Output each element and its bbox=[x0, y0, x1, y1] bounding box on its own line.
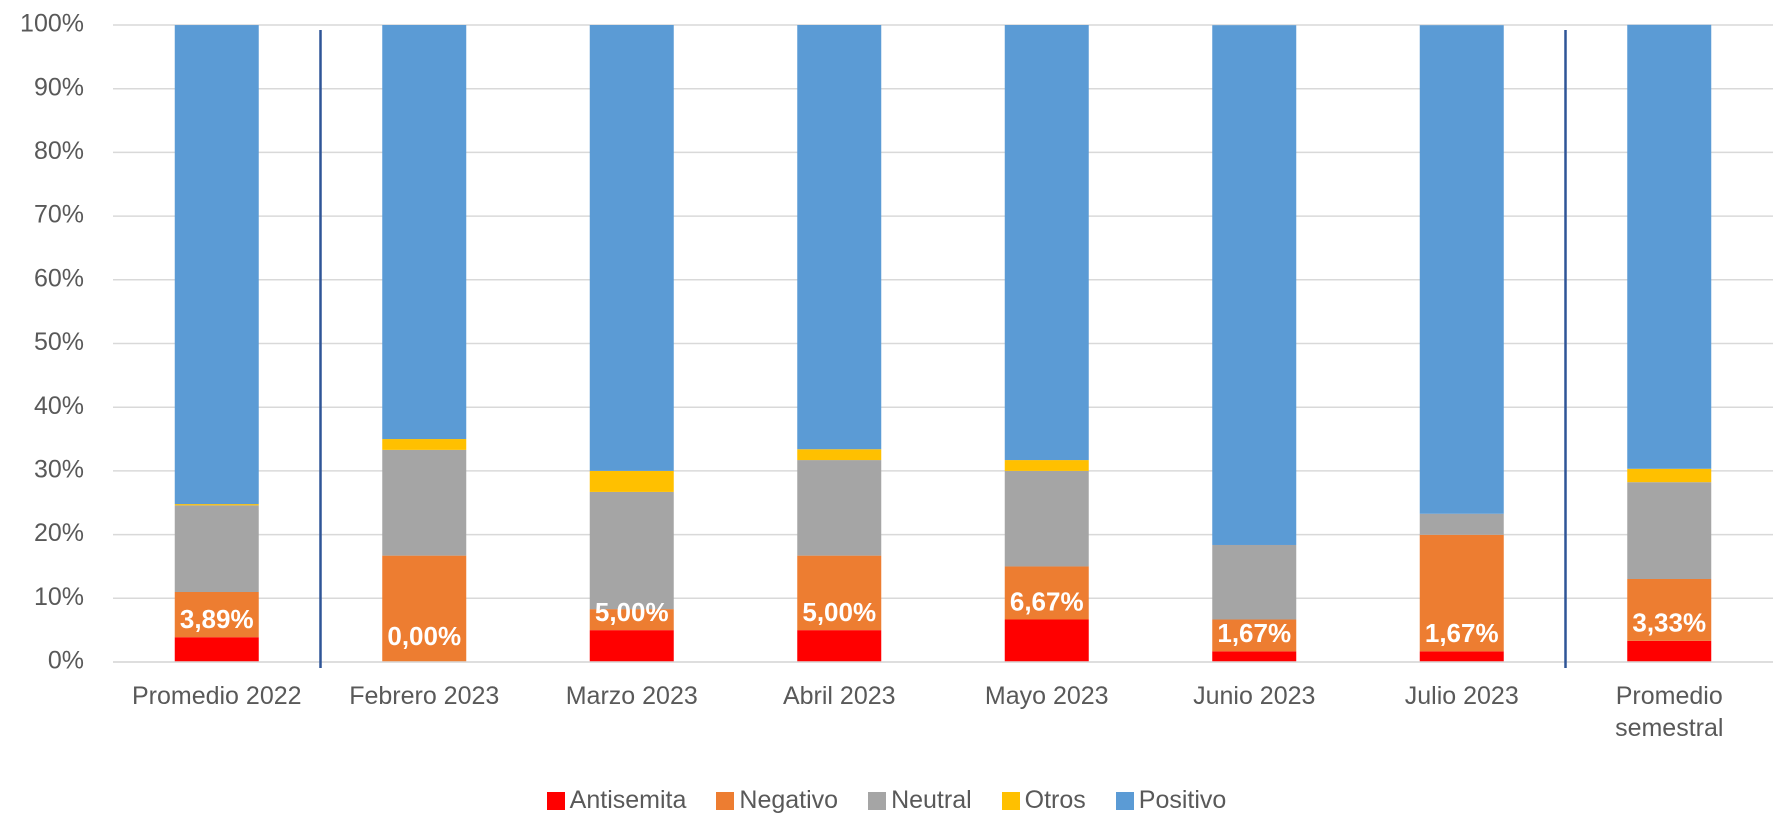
bar-segment bbox=[174, 637, 259, 662]
bar-segment bbox=[1212, 544, 1297, 620]
bar-segment bbox=[174, 591, 259, 638]
legend-item: Negativo bbox=[716, 786, 838, 815]
data-label: 1,67% bbox=[1217, 618, 1291, 648]
bar-segment bbox=[1419, 513, 1504, 535]
data-label: 3,89% bbox=[180, 604, 254, 634]
bar-segment bbox=[1419, 651, 1504, 662]
bar-segment bbox=[797, 555, 882, 631]
bar-segment bbox=[1627, 482, 1712, 579]
bar-segment bbox=[1627, 640, 1712, 662]
bar-segment bbox=[1004, 566, 1089, 620]
legend-item: Positivo bbox=[1115, 786, 1227, 815]
bar-segment bbox=[797, 630, 882, 662]
bar-segment bbox=[589, 470, 674, 492]
data-label: 6,67% bbox=[1010, 586, 1084, 616]
legend: Antisemita Negativo Neutral Otros Positivo bbox=[0, 786, 1773, 815]
y-tick-label: 30% bbox=[34, 456, 84, 484]
y-tick-label: 0% bbox=[48, 647, 84, 675]
x-tick-label: Promedio semestral bbox=[1615, 682, 1724, 742]
bar-segment bbox=[1627, 24, 1712, 469]
legend-swatch bbox=[1115, 791, 1134, 810]
x-tick-label: Abril 2023 bbox=[782, 682, 896, 710]
data-label: 5,00% bbox=[802, 597, 876, 627]
bar-segment bbox=[589, 630, 674, 662]
bar-segment bbox=[797, 460, 882, 556]
legend-swatch bbox=[716, 791, 735, 810]
legend-item: Antisemita bbox=[546, 786, 687, 815]
x-tick-label: Mayo 2023 bbox=[984, 682, 1109, 710]
data-label: 1,67% bbox=[1425, 618, 1499, 648]
y-tick-label: 80% bbox=[34, 137, 84, 165]
bar-segment bbox=[1212, 25, 1297, 545]
legend-label: Neutral bbox=[891, 786, 972, 814]
x-label-box: Abril 2023 bbox=[782, 682, 896, 710]
legend-item: Neutral bbox=[868, 786, 972, 815]
bar-segment bbox=[1004, 25, 1089, 461]
x-label-box: Promedio 2022 bbox=[131, 682, 302, 710]
x-label-box: Julio 2023 bbox=[1404, 682, 1519, 710]
legend-swatch bbox=[868, 791, 887, 810]
y-tick-label: 60% bbox=[34, 264, 84, 292]
y-tick-label: 100% bbox=[20, 10, 84, 38]
x-tick-label: Promedio 2022 bbox=[131, 682, 302, 710]
y-tick-label: 40% bbox=[34, 392, 84, 420]
x-tick-label: Marzo 2023 bbox=[565, 682, 698, 710]
x-tick-label: Febrero 2023 bbox=[349, 682, 500, 710]
legend-item: Otros bbox=[1001, 786, 1086, 815]
bar-segment bbox=[174, 504, 259, 506]
legend-swatch bbox=[546, 791, 565, 810]
bar-segment bbox=[797, 449, 882, 461]
data-label: 5,00% bbox=[595, 597, 669, 627]
data-label: 3,33% bbox=[1632, 608, 1706, 638]
data-label: 0,00% bbox=[387, 621, 461, 651]
legend-swatch bbox=[1001, 791, 1020, 810]
legend-label: Antisemita bbox=[569, 786, 687, 814]
x-label-box: Junio 2023 bbox=[1193, 682, 1316, 710]
bar-segment bbox=[1004, 460, 1089, 471]
bar-segment bbox=[1419, 534, 1504, 652]
bar-segment bbox=[1627, 468, 1712, 483]
bar-segment bbox=[1212, 651, 1297, 662]
y-tick-label: 90% bbox=[34, 73, 84, 101]
legend-label: Otros bbox=[1024, 786, 1086, 814]
y-tick-label: 20% bbox=[34, 519, 84, 547]
x-label-box: Febrero 2023 bbox=[349, 682, 500, 710]
x-label-box: Marzo 2023 bbox=[565, 682, 698, 710]
bar-segment bbox=[1627, 578, 1712, 641]
x-label-box: Mayo 2023 bbox=[984, 682, 1109, 710]
bar-segment bbox=[1419, 25, 1504, 514]
y-tick-label: 70% bbox=[34, 201, 84, 229]
bar-segment bbox=[589, 609, 674, 631]
x-tick-label: Junio 2023 bbox=[1193, 682, 1316, 710]
bar-segment bbox=[382, 439, 467, 450]
bar-segment bbox=[589, 25, 674, 471]
bar-segment bbox=[1004, 619, 1089, 662]
bar-segment bbox=[797, 25, 882, 450]
legend-label: Positivo bbox=[1138, 786, 1227, 814]
x-label-box: Promedio semestral bbox=[1615, 682, 1724, 742]
bar-segment bbox=[174, 505, 259, 592]
y-tick-label: 10% bbox=[34, 583, 84, 611]
x-tick-label: Julio 2023 bbox=[1404, 682, 1519, 710]
bar-segment bbox=[1004, 470, 1089, 567]
bar-segment bbox=[382, 555, 467, 662]
bar-segment bbox=[382, 25, 467, 440]
bar-segment bbox=[382, 449, 467, 556]
chart: 0% 10% 20% 30% 40% 50% 60% 70% 80% 90% 100% 3,89% Pr… bbox=[20, 10, 1773, 742]
bar-segment bbox=[1212, 619, 1297, 652]
bar-segment bbox=[174, 25, 259, 505]
legend-label: Negativo bbox=[739, 786, 839, 814]
y-tick-label: 50% bbox=[34, 328, 84, 356]
bar-segment bbox=[589, 491, 674, 610]
